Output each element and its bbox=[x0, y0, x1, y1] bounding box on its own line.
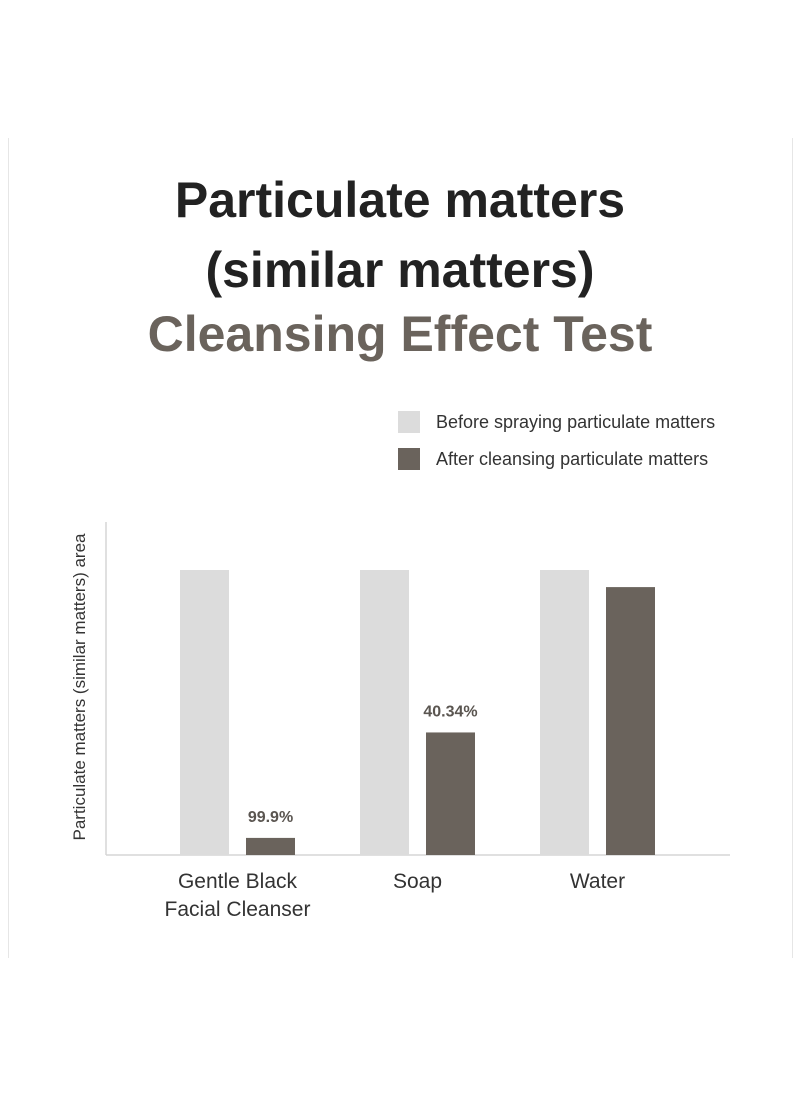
bar-water-before bbox=[540, 570, 589, 855]
legend-swatch-after bbox=[398, 448, 420, 470]
chart-title-line-1: Particulate matters bbox=[174, 172, 626, 228]
x-tick-label-water-0: Water bbox=[570, 870, 625, 893]
bar-gentle-black-after bbox=[246, 837, 295, 855]
legend-label-after: After cleansing particulate matters bbox=[436, 448, 709, 469]
x-tick-label-gentle-black-1: Facial Cleanser bbox=[165, 898, 311, 921]
legend-swatch-before bbox=[398, 411, 420, 433]
legend-item-before: Before spraying particulate matters bbox=[398, 411, 715, 433]
legend-label-before: Before spraying particulate matters bbox=[436, 411, 716, 432]
data-label-gentle-black: 99.9% bbox=[248, 809, 293, 826]
bar-water-after bbox=[606, 587, 655, 855]
data-label-soap: 40.34% bbox=[423, 703, 477, 720]
bar-soap-after bbox=[426, 732, 475, 855]
legend-item-after: After cleansing particulate matters bbox=[398, 448, 708, 470]
chart-title-line-2: (similar matters) bbox=[205, 242, 595, 298]
x-tick-label-soap-0: Soap bbox=[393, 870, 442, 893]
x-tick-label-gentle-black-0: Gentle Black bbox=[178, 870, 298, 893]
bar-soap-before bbox=[360, 570, 409, 855]
bar-gentle-black-before bbox=[180, 570, 229, 855]
content-frame bbox=[8, 138, 793, 958]
chart-subtitle: Cleansing Effect Test bbox=[147, 306, 653, 362]
